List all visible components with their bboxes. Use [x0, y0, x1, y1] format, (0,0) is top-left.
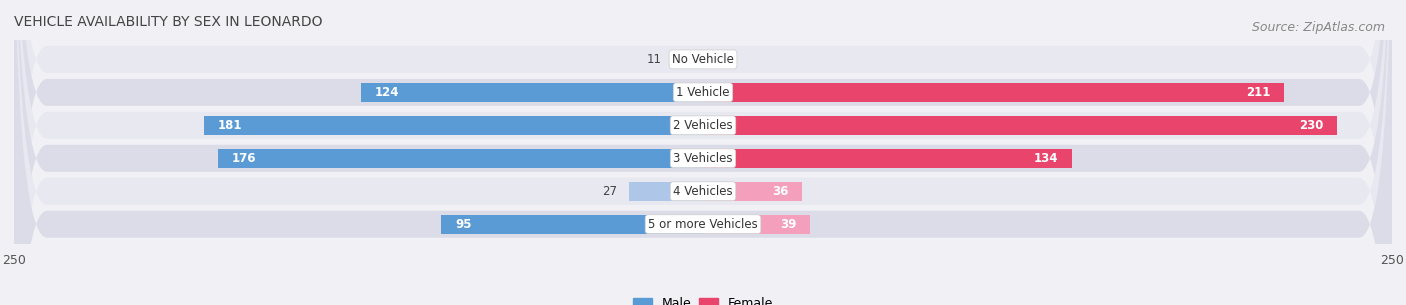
FancyBboxPatch shape — [14, 0, 1392, 305]
FancyBboxPatch shape — [14, 0, 1392, 305]
Text: 181: 181 — [218, 119, 242, 132]
Text: Source: ZipAtlas.com: Source: ZipAtlas.com — [1251, 21, 1385, 34]
Text: 27: 27 — [603, 185, 617, 198]
Bar — [703, 83, 1285, 102]
Bar — [672, 50, 703, 69]
Text: VEHICLE AVAILABILITY BY SEX IN LEONARDO: VEHICLE AVAILABILITY BY SEX IN LEONARDO — [14, 15, 322, 29]
Text: 3 Vehicles: 3 Vehicles — [673, 152, 733, 165]
FancyBboxPatch shape — [14, 0, 1392, 305]
Bar — [361, 83, 703, 102]
Text: 95: 95 — [456, 218, 471, 231]
Text: No Vehicle: No Vehicle — [672, 53, 734, 66]
Text: 124: 124 — [375, 86, 399, 99]
Bar — [218, 149, 703, 168]
Bar — [204, 116, 703, 135]
Text: 2 Vehicles: 2 Vehicles — [673, 119, 733, 132]
Bar — [703, 116, 1337, 135]
Text: 5 or more Vehicles: 5 or more Vehicles — [648, 218, 758, 231]
Text: 1 Vehicle: 1 Vehicle — [676, 86, 730, 99]
Text: 211: 211 — [1246, 86, 1271, 99]
Bar — [441, 215, 703, 234]
Bar — [628, 182, 703, 201]
Text: 0: 0 — [714, 53, 721, 66]
Text: 134: 134 — [1033, 152, 1059, 165]
Legend: Male, Female: Male, Female — [628, 292, 778, 305]
Text: 176: 176 — [232, 152, 256, 165]
FancyBboxPatch shape — [14, 0, 1392, 305]
Bar — [703, 182, 803, 201]
FancyBboxPatch shape — [14, 0, 1392, 305]
Bar — [703, 149, 1073, 168]
Text: 230: 230 — [1299, 119, 1323, 132]
Text: 4 Vehicles: 4 Vehicles — [673, 185, 733, 198]
Text: 11: 11 — [647, 53, 662, 66]
Text: 36: 36 — [772, 185, 789, 198]
Bar — [703, 215, 810, 234]
FancyBboxPatch shape — [14, 0, 1392, 305]
Text: 39: 39 — [780, 218, 797, 231]
